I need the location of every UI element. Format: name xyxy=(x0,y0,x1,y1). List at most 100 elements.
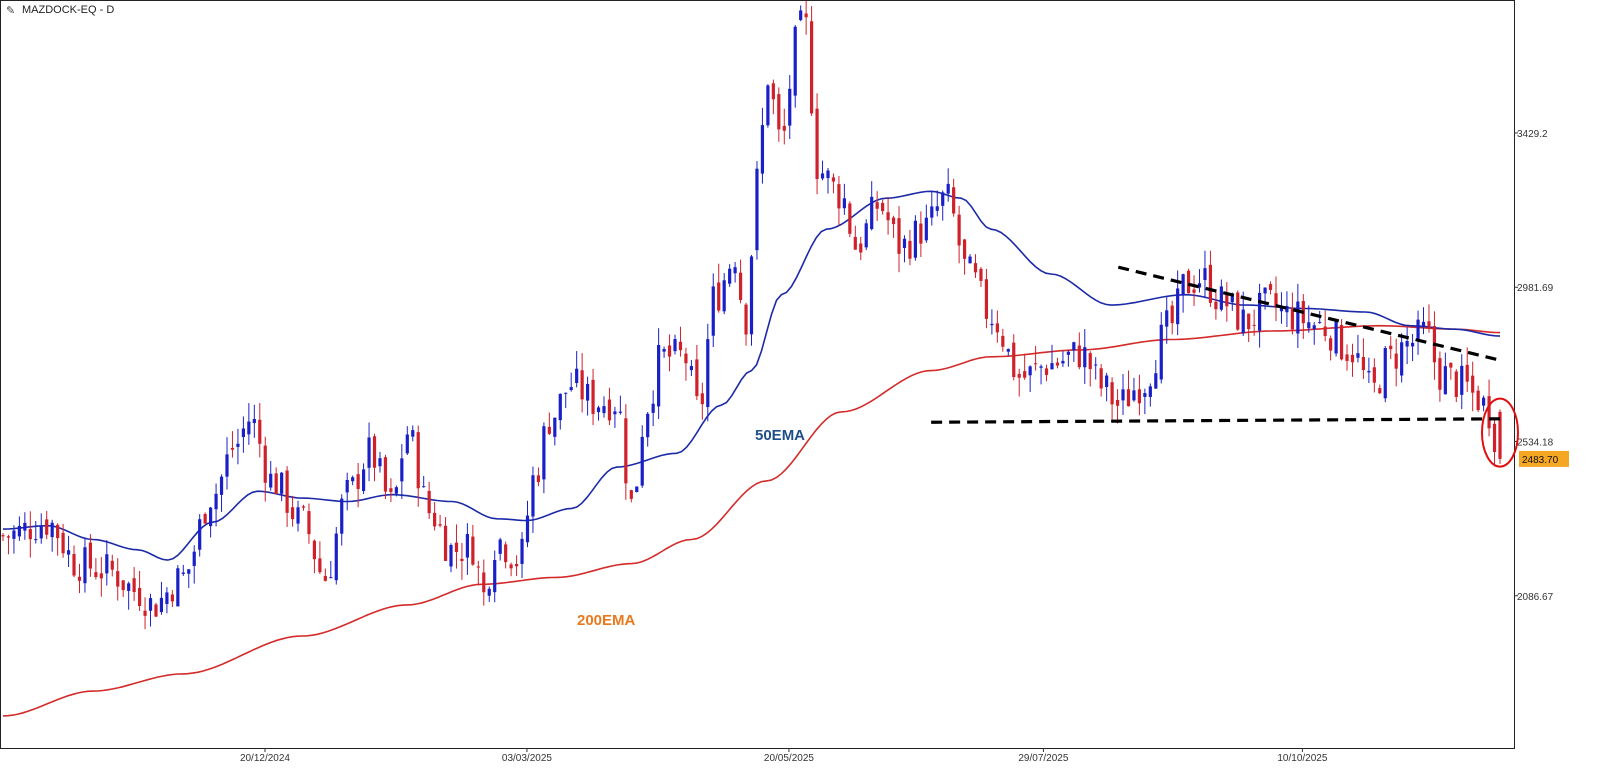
chart-title: MAZDOCK-EQ - D xyxy=(22,4,115,16)
candle-body xyxy=(1143,393,1147,397)
candle-body xyxy=(717,282,721,311)
candle-body xyxy=(711,286,715,336)
candle-body xyxy=(575,368,579,384)
candle-body xyxy=(1334,320,1338,354)
candle-body xyxy=(307,511,311,535)
x-tick-label: 20/12/2024 xyxy=(240,753,290,764)
candle-body xyxy=(454,542,459,553)
candle-body xyxy=(99,573,103,579)
candle-body xyxy=(990,323,994,326)
candle-body xyxy=(1230,293,1234,303)
candle-body xyxy=(383,457,388,492)
candle-body xyxy=(77,576,82,581)
candle-body xyxy=(405,434,409,454)
candle-body xyxy=(509,564,513,569)
candle-body xyxy=(1268,284,1273,290)
candle-body xyxy=(252,419,256,424)
candle-body xyxy=(28,529,32,540)
candle-body xyxy=(1252,324,1256,326)
candle-body xyxy=(1055,362,1060,366)
candle-body xyxy=(1023,371,1027,378)
candle-body xyxy=(1329,338,1333,351)
candle-body xyxy=(930,206,934,218)
candle-body xyxy=(1323,326,1327,337)
candle-body xyxy=(1405,340,1409,347)
candle-body xyxy=(1236,292,1240,330)
candle-body xyxy=(919,223,923,244)
candle-body xyxy=(329,577,333,579)
candle-body xyxy=(476,566,480,568)
candle-body xyxy=(301,506,306,508)
candle-body xyxy=(1258,292,1262,331)
candle-body xyxy=(1487,396,1491,429)
candle-body xyxy=(1044,368,1049,375)
candle-body xyxy=(127,583,131,591)
x-tick-label: 29/07/2025 xyxy=(1018,753,1068,764)
candle-body xyxy=(1471,375,1475,393)
candle-body xyxy=(941,192,945,206)
candle-body xyxy=(1083,347,1087,368)
candle-body xyxy=(618,411,622,413)
candle-body xyxy=(312,540,317,560)
candle-body xyxy=(842,198,846,209)
candle-body xyxy=(657,344,661,407)
candle-body xyxy=(198,519,202,550)
candle-body xyxy=(1339,325,1344,360)
candle-body xyxy=(17,525,21,537)
candle-body xyxy=(1094,364,1098,366)
candle-body xyxy=(771,83,775,100)
candle-body xyxy=(1181,274,1185,295)
candle-body xyxy=(340,498,344,534)
candle-body xyxy=(952,187,956,214)
candle-body xyxy=(580,370,584,400)
candle-body xyxy=(1197,283,1202,288)
candle-body xyxy=(1367,370,1371,373)
candle-body xyxy=(848,203,852,234)
candle-body xyxy=(247,421,251,435)
candle-body xyxy=(1350,354,1355,363)
candle-body xyxy=(192,551,196,566)
candle-body xyxy=(1028,366,1032,376)
candle-body xyxy=(176,568,180,607)
candle-body xyxy=(728,268,732,284)
candle-body xyxy=(870,196,874,230)
candle-body xyxy=(1279,306,1284,312)
candle-body xyxy=(1072,342,1076,351)
candle-body xyxy=(34,539,38,541)
candle-body xyxy=(230,447,235,450)
candle-body xyxy=(94,572,98,578)
candle-body xyxy=(979,268,983,281)
candle-body xyxy=(1121,389,1125,401)
candle-body xyxy=(345,479,349,493)
candle-body xyxy=(946,183,950,194)
horizontal-support-trendline[interactable] xyxy=(931,417,1501,424)
candle-body xyxy=(416,432,420,489)
candle-body xyxy=(219,476,224,495)
candle-body xyxy=(1214,301,1218,310)
candle-body xyxy=(525,515,530,543)
candle-body xyxy=(1241,309,1245,334)
candle-body xyxy=(902,238,907,248)
candle-body xyxy=(1077,345,1081,368)
candle-body xyxy=(6,536,11,538)
candle-body xyxy=(1285,305,1289,313)
candle-body xyxy=(793,26,797,96)
candle-body xyxy=(1318,322,1322,324)
pencil-icon[interactable]: ✎ xyxy=(6,5,16,17)
candle-body xyxy=(1454,371,1458,397)
candle-body xyxy=(351,477,355,482)
candle-body xyxy=(891,217,896,225)
candle-body xyxy=(181,572,185,574)
candle-body xyxy=(1,535,5,537)
candle-body xyxy=(695,359,699,397)
ema200-label: 200EMA xyxy=(577,612,636,629)
candle-body xyxy=(449,545,453,567)
candle-body xyxy=(1219,286,1223,310)
descending-resistance-trendline[interactable] xyxy=(1117,265,1501,362)
candle-body xyxy=(493,559,497,593)
candle-body xyxy=(1389,345,1393,350)
candle-body xyxy=(334,533,338,581)
candle-body xyxy=(1105,375,1109,387)
candle-body xyxy=(881,202,885,212)
